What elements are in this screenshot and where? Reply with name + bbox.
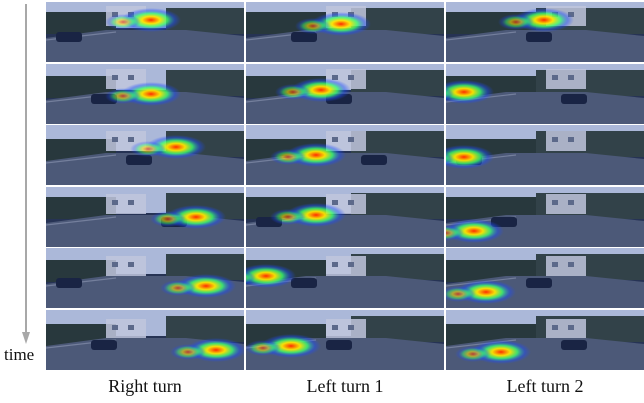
- frame-2-6: [246, 309, 444, 370]
- frame-3-1: [446, 2, 644, 62]
- frame-3-2: [446, 63, 644, 124]
- column-labels: Right turn Left turn 1 Left turn 2: [46, 373, 644, 399]
- column-label-left-turn-1: Left turn 1: [306, 376, 384, 396]
- frame-2-1: [246, 2, 444, 62]
- frame-1-3: [46, 125, 244, 186]
- column-label-right-turn: Right turn: [108, 376, 182, 396]
- frame-1-4: [46, 186, 244, 247]
- frame-2-5: [246, 248, 444, 309]
- frame-3-3: [446, 125, 644, 186]
- column-label-left-turn-2: Left turn 2: [506, 376, 584, 396]
- frame-1-1: [46, 2, 244, 62]
- frame-3-5: [446, 248, 644, 309]
- frame-1-6: [46, 309, 244, 370]
- frame-1-2: [46, 63, 244, 124]
- frame-2-4: [246, 186, 444, 247]
- time-arrow: [22, 4, 30, 344]
- frame-2-3: [246, 125, 444, 186]
- frame-3-6: [446, 309, 644, 370]
- frame-2-2: [246, 63, 444, 124]
- frame-grid: [46, 2, 644, 370]
- frame-1-5: [46, 248, 244, 309]
- frame-3-4: [446, 186, 644, 247]
- time-axis-label: time: [4, 345, 35, 364]
